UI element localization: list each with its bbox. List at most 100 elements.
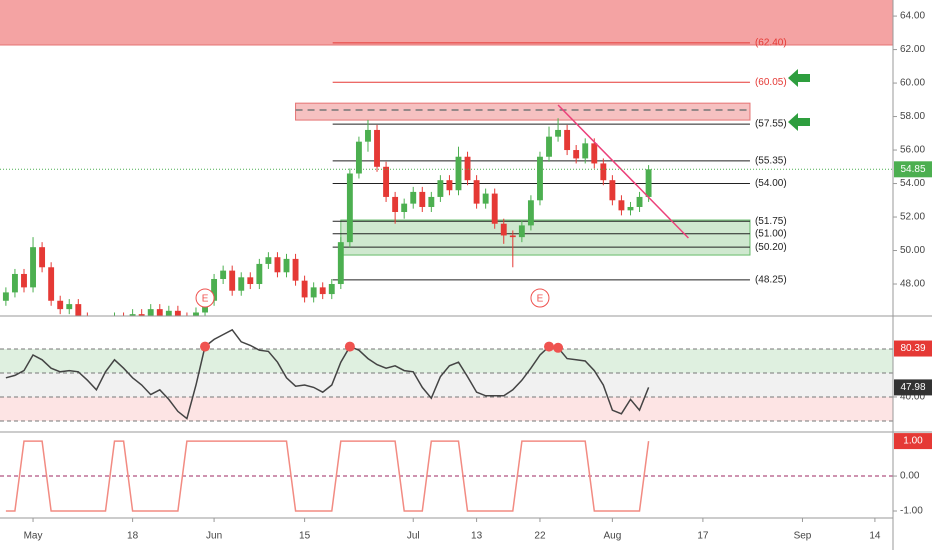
candle-body <box>555 129 562 137</box>
candle-body <box>319 287 326 295</box>
candle-body <box>500 223 507 236</box>
candle-body <box>591 143 598 164</box>
signal-marker <box>544 341 555 352</box>
candle-body <box>509 235 516 238</box>
y-tick-label: 48.00 <box>900 279 925 290</box>
candle-body <box>66 304 73 310</box>
level-label: (54.00) <box>755 178 787 189</box>
candle-body <box>112 318 118 321</box>
badge-label: 80.39 <box>900 343 925 354</box>
candle-body <box>256 263 263 285</box>
x-tick-label: 17 <box>697 531 709 542</box>
price-badge <box>894 340 932 357</box>
candle-body <box>437 180 444 197</box>
arrow <box>788 113 810 131</box>
event-label: E <box>202 294 209 305</box>
event-label: E <box>537 294 544 305</box>
y-tick-label: 50.00 <box>900 245 925 256</box>
candle-body <box>609 180 616 201</box>
candle-body <box>383 166 390 197</box>
candle-body <box>392 196 399 213</box>
candle-body <box>247 277 254 285</box>
candle-body <box>491 193 498 224</box>
band <box>0 348 893 373</box>
candle-body <box>48 267 55 301</box>
candle-body <box>537 156 543 201</box>
candle-body <box>564 129 571 151</box>
candle-body <box>473 180 480 204</box>
candle-body <box>627 206 634 211</box>
x-tick-label: Jul <box>407 531 420 542</box>
x-tick-label: Sep <box>794 531 812 542</box>
candle-body <box>355 141 362 174</box>
candle-body <box>337 242 344 285</box>
candle-body <box>428 196 435 207</box>
candle-body <box>193 312 199 316</box>
candle-body <box>2 292 9 301</box>
candle-body <box>636 196 643 207</box>
signal-marker <box>344 341 355 352</box>
x-tick-label: 18 <box>127 531 139 542</box>
price-badge <box>894 433 932 450</box>
candle-body <box>75 304 82 316</box>
candle-body <box>410 191 417 204</box>
candle-body <box>211 278 218 301</box>
event-marker <box>195 288 215 308</box>
candle-body <box>238 277 245 291</box>
y-tick-label: 62.00 <box>900 44 925 55</box>
series-line <box>5 440 650 512</box>
candle-body <box>310 287 317 298</box>
y-tick-label: 0.00 <box>900 471 920 482</box>
candle-body <box>346 173 353 243</box>
event-marker <box>530 288 550 308</box>
level-label: (60.05) <box>755 77 787 88</box>
badge-label: 1.00 <box>903 436 923 447</box>
candle-body <box>265 257 272 264</box>
y-tick-label: 54.00 <box>900 178 925 189</box>
candle-body <box>121 318 127 328</box>
y-tick-label: -1.00 <box>900 506 923 517</box>
candle-body <box>274 257 281 273</box>
band <box>0 372 893 397</box>
candle-body <box>446 180 453 191</box>
level-label: (50.20) <box>755 242 787 253</box>
candle-body <box>165 310 172 316</box>
candle-body <box>39 247 46 268</box>
badge-label: 54.85 <box>900 164 925 175</box>
badge-label: 47.98 <box>900 382 925 393</box>
candle-body <box>220 270 227 279</box>
resistance-zone <box>0 0 893 46</box>
y-tick-label: 40.00 <box>900 392 925 403</box>
candle-body <box>30 247 36 288</box>
candle-body <box>147 309 154 316</box>
signal-marker <box>553 342 564 353</box>
candle-body <box>292 258 299 281</box>
level-label: (57.55) <box>755 119 787 130</box>
candle-body <box>156 309 163 316</box>
x-tick-label: May <box>24 531 43 542</box>
band <box>0 396 893 421</box>
price-badge <box>894 161 932 178</box>
x-tick-label: Aug <box>603 531 621 542</box>
y-tick-label: 60.00 <box>900 78 925 89</box>
candle-body <box>645 169 652 197</box>
candle-body <box>518 225 525 238</box>
candle-body <box>301 280 308 298</box>
level-label: (55.35) <box>755 156 787 167</box>
signal-panel <box>0 440 893 512</box>
demand-zone <box>340 219 751 256</box>
x-tick-label: Jun <box>206 531 222 542</box>
candle-body <box>328 284 335 295</box>
y-tick-label: 58.00 <box>900 111 925 122</box>
candle-body <box>103 321 109 331</box>
candle-body <box>482 193 489 204</box>
x-tick-label: 22 <box>534 531 546 542</box>
level-label: (48.25) <box>755 274 787 285</box>
candle-body <box>93 326 99 331</box>
x-tick-label: 15 <box>299 531 311 542</box>
y-tick-label: 56.00 <box>900 145 925 156</box>
x-tick-label: 14 <box>869 531 881 542</box>
candle-body <box>21 273 27 288</box>
